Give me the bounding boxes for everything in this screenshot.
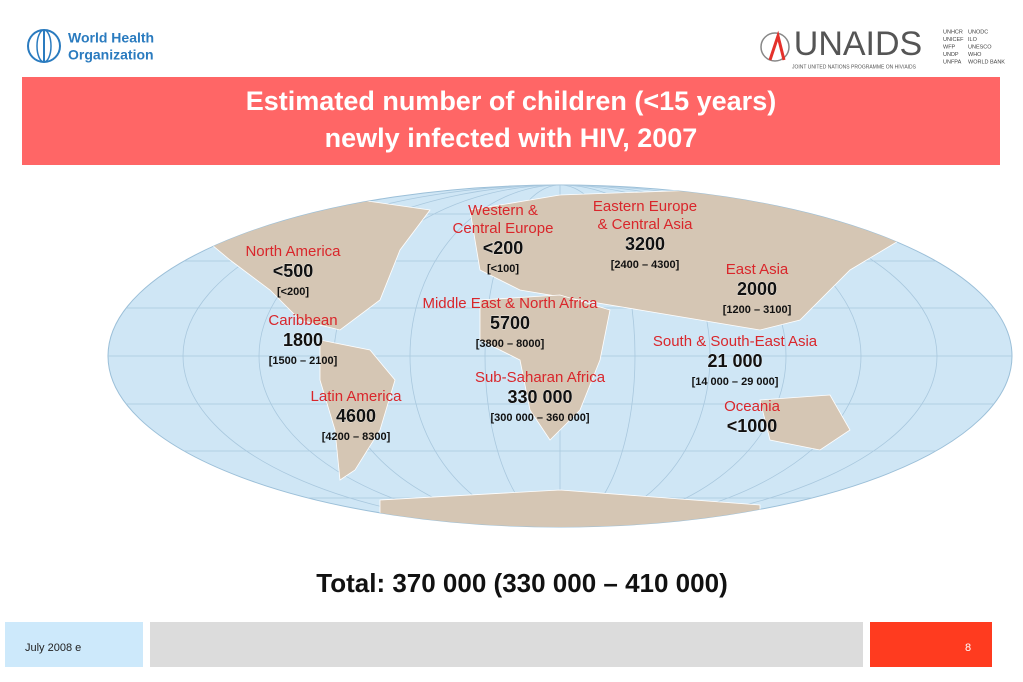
region-range: [4200 – 8300] — [322, 431, 391, 443]
region-name: Latin America — [311, 388, 403, 405]
region-range: [1500 – 2100] — [269, 355, 338, 367]
cosponsor: UNFPA — [943, 59, 962, 65]
region-name: Oceania — [724, 398, 781, 415]
region-name: South & South-East Asia — [653, 333, 818, 350]
region-name: North America — [245, 243, 341, 260]
region-name: Middle East & North Africa — [422, 295, 598, 312]
cosponsor: WHO — [968, 52, 982, 58]
who-logo: World Health Organization — [27, 29, 154, 63]
region-range: [<100] — [487, 263, 519, 275]
who-text: Organization — [68, 47, 154, 63]
region-value: 21 000 — [707, 351, 762, 371]
region-name: Eastern Europe — [593, 198, 697, 215]
region-name: Sub-Saharan Africa — [475, 369, 606, 386]
footer-date-box — [5, 622, 143, 667]
unaids-subtitle: JOINT UNITED NATIONS PROGRAMME ON HIV/AI… — [792, 64, 917, 70]
footer-bar — [150, 622, 863, 667]
region-name: Western & — [468, 202, 538, 219]
region-value: 1800 — [283, 330, 323, 350]
cosponsor: WORLD BANK — [968, 59, 1005, 65]
region-value: <200 — [483, 238, 524, 258]
total: Total: 370 000 (330 000 – 410 000) — [316, 568, 727, 598]
who-text: World Health — [68, 30, 154, 46]
region-name: Caribbean — [268, 312, 337, 329]
world-map — [107, 184, 1013, 528]
region-value: <1000 — [727, 416, 778, 436]
region-name: East Asia — [726, 261, 789, 278]
region-range: [<200] — [277, 286, 309, 298]
region-value: 4600 — [336, 406, 376, 426]
cosponsor: UNDP — [943, 52, 959, 58]
region-range: [300 000 – 360 000] — [490, 412, 589, 424]
region-value: 330 000 — [507, 387, 572, 407]
cosponsor: UNICEF — [943, 37, 964, 43]
region-range: [3800 – 8000] — [476, 338, 545, 350]
footer-date: July 2008 e — [25, 642, 81, 654]
region-value: 2000 — [737, 279, 777, 299]
unaids-name: UNAIDS — [794, 25, 922, 63]
region-name: & Central Asia — [597, 216, 693, 233]
cosponsor: UNHCR — [943, 29, 963, 35]
region-range: [2400 – 4300] — [611, 259, 680, 271]
region-name: Central Europe — [453, 220, 554, 237]
cosponsor: ILO — [968, 37, 978, 43]
cosponsor: WFP — [943, 44, 956, 50]
cosponsor: UNESCO — [968, 44, 992, 50]
unaids-logo: UNAIDS JOINT UNITED NATIONS PROGRAMME ON… — [760, 25, 922, 70]
footer-page-box — [870, 622, 992, 667]
page-number: 8 — [965, 642, 971, 654]
title-band — [22, 77, 1000, 165]
title: newly infected with HIV, 2007 — [325, 123, 698, 153]
cosponsor: UNODC — [968, 29, 988, 35]
region-value: 3200 — [625, 234, 665, 254]
region-range: [14 000 – 29 000] — [692, 376, 779, 388]
region-value: 5700 — [490, 313, 530, 333]
region-value: <500 — [273, 261, 314, 281]
title: Estimated number of children (<15 years) — [246, 86, 776, 116]
region-range: [1200 – 3100] — [723, 304, 792, 316]
